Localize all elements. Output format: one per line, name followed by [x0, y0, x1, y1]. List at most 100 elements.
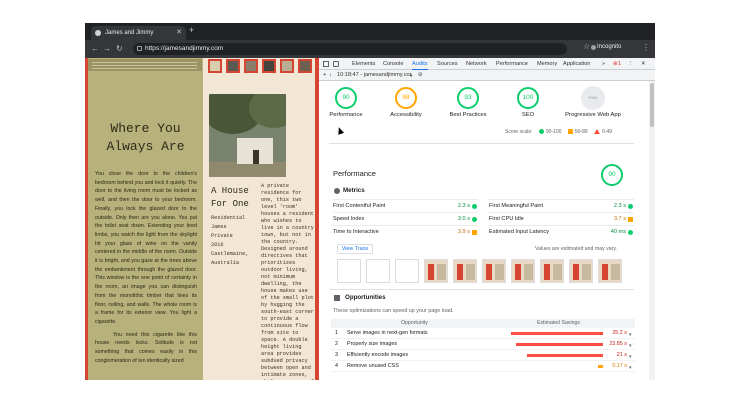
project-thumbnail[interactable] — [280, 59, 294, 73]
tab-sources[interactable]: Sources — [437, 61, 458, 67]
red-scroll-strip — [315, 58, 319, 380]
fail-triangle-icon — [594, 129, 601, 135]
pass-icon — [628, 230, 633, 235]
forward-icon[interactable]: → — [103, 44, 111, 53]
filmstrip — [337, 259, 647, 285]
tab-memory[interactable]: Memory — [537, 61, 558, 67]
opportunities-description: These optimizations can speed up your pa… — [333, 308, 454, 314]
score-scale-label: Score scale: — [505, 129, 533, 135]
incognito-label: Incognito — [597, 44, 622, 50]
devtools-menu-icon[interactable]: ⋮ — [628, 61, 634, 67]
report-selector[interactable]: 10:18:47 - jamesandjimmy.cor — [337, 72, 412, 78]
savings-bar — [511, 332, 603, 335]
metric-row: First Contentful Paint 2.3 s — [333, 199, 478, 212]
meta-line: James — [211, 224, 227, 230]
col-savings: Estimated Savings — [537, 320, 580, 326]
score-scale-legend: Score scale: 90-100 50-89 0-49 — [505, 129, 612, 135]
row-label: Efficiently encode images — [347, 352, 409, 358]
project-thumbnail[interactable] — [262, 59, 276, 73]
metric-value: 40 ms — [610, 229, 626, 235]
divider — [329, 143, 634, 144]
opportunity-row[interactable]: 4 Remove unused CSS 0.17 s ▾ — [331, 361, 635, 372]
pass-icon — [472, 204, 477, 209]
metric-row: First Meaningful Paint 2.3 s — [489, 199, 634, 212]
house-photo[interactable] — [209, 94, 286, 177]
row-number: 4 — [335, 363, 338, 369]
score-label-seo: SEO — [521, 112, 535, 118]
device-toolbar-icon[interactable] — [333, 61, 339, 67]
metric-value: 3.9 s — [457, 229, 470, 235]
error-count: 1 — [617, 61, 621, 67]
tab-audits[interactable]: Audits — [412, 58, 428, 70]
pass-icon — [628, 204, 633, 209]
error-badge[interactable]: ⊗1 — [613, 61, 621, 67]
project-thumbnail[interactable] — [298, 59, 312, 73]
tab-performance[interactable]: Performance — [496, 61, 529, 67]
dropdown-caret-icon[interactable]: ▾ — [410, 73, 413, 78]
expand-chevron-icon[interactable]: ▾ — [629, 365, 632, 371]
savings-bar — [526, 354, 603, 357]
devtools-scrollbar[interactable] — [649, 81, 655, 380]
score-gauge-performance[interactable]: 90 — [335, 87, 357, 109]
filmstrip-frame — [453, 259, 477, 283]
expand-chevron-icon[interactable]: ▾ — [629, 354, 632, 360]
expand-chevron-icon[interactable]: ▾ — [629, 343, 632, 349]
project-thumbnail[interactable] — [244, 59, 258, 73]
download-icon[interactable]: ↓ — [329, 72, 332, 78]
score-label-pwa: Progressive Web App — [565, 112, 621, 118]
opportunity-row[interactable]: 3 Efficiently encode images 21 s ▾ — [331, 350, 635, 361]
audits-toolbar: + ↓ 10:18:47 - jamesandjimmy.cor ▾ ⊘ — [319, 70, 655, 81]
tab-network[interactable]: Network — [466, 61, 487, 67]
filmstrip-frame — [598, 259, 622, 283]
score-gauge-best-practices[interactable]: 93 — [457, 87, 479, 109]
inspect-icon[interactable] — [323, 61, 329, 67]
score-gauge-seo[interactable]: 100 — [517, 87, 539, 109]
clear-icon[interactable]: ⊘ — [418, 72, 423, 78]
new-tab-button[interactable]: + — [189, 25, 195, 35]
opportunity-row[interactable]: 2 Properly size images 23.85 s ▾ — [331, 339, 635, 350]
row-label: Remove unused CSS — [347, 363, 399, 369]
project-thumbnail[interactable] — [226, 59, 240, 73]
score-gauge-accessibility[interactable]: 88 — [395, 87, 417, 109]
opportunity-row[interactable]: 1 Serve images in next-gen formats 25.2 … — [331, 328, 635, 339]
meta-line: Residential — [211, 215, 246, 221]
pwa-badge-icon[interactable]: PWA — [581, 86, 605, 110]
filmstrip-frame — [511, 259, 535, 283]
tab-console[interactable]: Console — [383, 61, 404, 67]
filmstrip-frame — [482, 259, 506, 283]
reload-icon[interactable]: ↻ — [116, 44, 123, 53]
browser-tab[interactable]: James and Jimmy ✕ — [91, 26, 186, 40]
story-paragraph: You close the door to the children's bed… — [95, 171, 197, 325]
back-icon[interactable]: ← — [91, 44, 99, 53]
metrics-icon — [334, 188, 340, 194]
meta-line: 2016 — [211, 242, 224, 248]
close-tab-icon[interactable]: ✕ — [176, 29, 182, 36]
filmstrip-frame — [337, 259, 361, 283]
project-thumbnail[interactable] — [208, 59, 222, 73]
view-trace-button[interactable]: View Trace — [337, 244, 373, 254]
metric-value: 2.3 s — [457, 203, 470, 209]
tab-application[interactable]: Application — [563, 61, 591, 67]
bookmark-star-icon[interactable]: ☆ — [583, 42, 591, 51]
devtools-tabbar: Elements Console Audits Sources Network … — [319, 58, 655, 70]
site-top-nav[interactable] — [88, 59, 202, 71]
add-audit-icon[interactable]: + — [323, 72, 327, 78]
story-paragraph: You need this cigarette like this house … — [95, 331, 197, 364]
row-label: Properly size images — [347, 341, 398, 347]
project-meta: Residential James Private 2016 Castlemai… — [211, 214, 261, 268]
browser-menu-icon[interactable]: ⋮ — [642, 43, 650, 52]
filmstrip-frame — [366, 259, 390, 283]
toolbar: ← → ↻ https://jamesandjimmy.com ☆ Incogn… — [85, 40, 655, 58]
metric-name: Estimated Input Latency — [489, 229, 550, 235]
tab-elements[interactable]: Elements — [352, 61, 376, 67]
more-tabs-icon[interactable]: » — [602, 61, 606, 67]
metric-name: First CPU Idle — [489, 216, 524, 222]
close-devtools-icon[interactable]: ✕ — [641, 61, 646, 67]
website-viewport: Where You Always Are You close the door … — [85, 58, 319, 380]
expand-chevron-icon[interactable]: ▾ — [629, 332, 632, 338]
address-bar[interactable]: https://jamesandjimmy.com — [133, 43, 567, 55]
lock-icon — [137, 46, 142, 51]
story-text: You close the door to the children's bed… — [95, 170, 197, 369]
project-description: A private residence for one, this two le… — [261, 183, 314, 380]
average-icon — [628, 217, 633, 222]
